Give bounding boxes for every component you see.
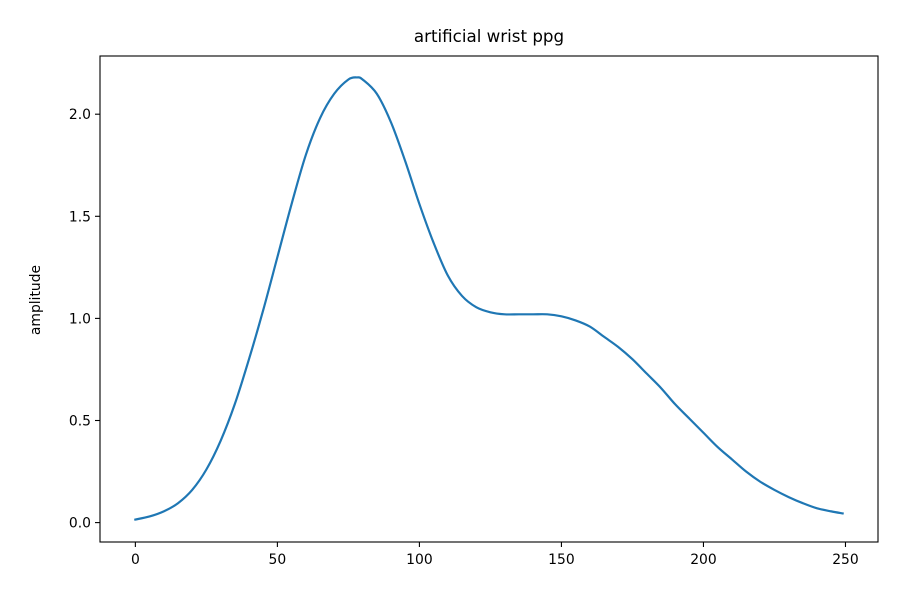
- x-tick-label: 150: [548, 552, 575, 568]
- y-tick-label: 0.0: [69, 516, 91, 532]
- plot-area: [134, 76, 844, 521]
- y-tick-label: 1.0: [69, 311, 91, 327]
- y-tick-label: 0.5: [69, 414, 91, 430]
- series-line-0: [134, 76, 844, 521]
- y-axis-label: amplitude: [28, 265, 44, 335]
- x-tick-label: 50: [269, 552, 287, 568]
- axis-ticks: 0 50 100 150 200 250 0.0 0.5 1.0 1.5 2.0: [69, 107, 859, 568]
- plot-frame: [99, 55, 879, 543]
- chart-title: artificial wrist ppg: [414, 26, 564, 46]
- y-tick-label: 1.5: [69, 209, 91, 225]
- x-tick-label: 200: [690, 552, 717, 568]
- x-tick-label: 0: [131, 552, 140, 568]
- x-tick-label: 100: [406, 552, 433, 568]
- x-tick-label: 250: [832, 552, 859, 568]
- y-tick-label: 2.0: [69, 107, 91, 123]
